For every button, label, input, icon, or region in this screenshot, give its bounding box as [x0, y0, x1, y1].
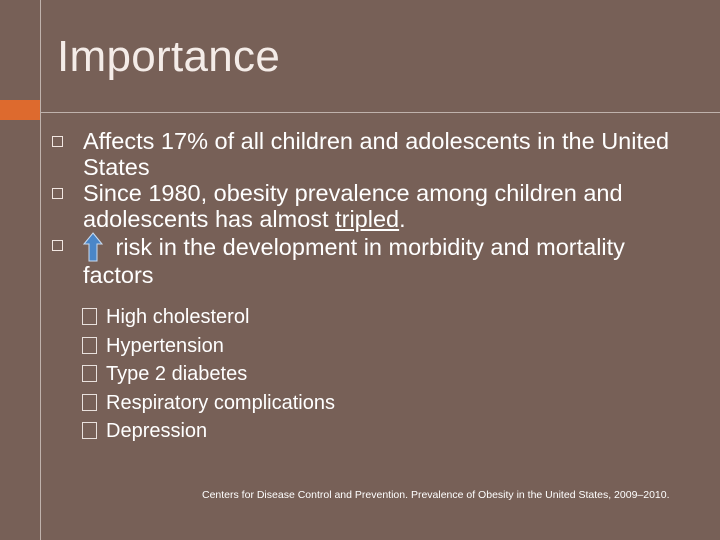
sub-bullet-icon [82, 393, 97, 411]
sub-item: Type 2 diabetes [82, 360, 335, 389]
bullet-item: risk in the development in morbidity and… [52, 232, 692, 288]
frame-horizontal-line [0, 112, 720, 113]
up-arrow-icon [83, 232, 103, 262]
bullet-list: Affects 17% of all children and adolesce… [52, 128, 692, 288]
bullet-box-icon [52, 188, 63, 199]
sub-bullet-icon [82, 365, 97, 382]
sub-bullet-icon [82, 336, 97, 354]
bullet-box-icon [52, 136, 63, 147]
sub-item-text: Type 2 diabetes [106, 363, 248, 385]
bullet-item: Affects 17% of all children and adolesce… [52, 128, 692, 180]
underlined-word: tripled [335, 206, 400, 232]
bullet-text: Affects 17% of all children and adolesce… [83, 128, 670, 180]
sub-item: Depression [82, 417, 335, 446]
sub-item-text: Hypertension [106, 334, 224, 357]
sub-bullet-icon [82, 308, 97, 325]
sub-item-text: High cholesterol [106, 306, 250, 328]
sub-item: Hypertension [82, 332, 335, 361]
sub-item: Respiratory complications [82, 389, 335, 418]
sub-list: High cholesterol Hypertension Type 2 dia… [82, 303, 335, 446]
sub-item: High cholesterol [82, 303, 335, 332]
accent-block [0, 100, 40, 120]
sub-item-text: Respiratory complications [106, 391, 335, 414]
bullet-text-end: . [399, 206, 406, 232]
slide-title: Importance [57, 32, 281, 81]
sub-bullet-icon [82, 422, 97, 439]
citation: Centers for Disease Control and Preventi… [202, 489, 670, 501]
sub-item-text: Depression [106, 420, 208, 442]
bullet-box-icon [52, 240, 63, 251]
bullet-text: Since 1980, obesity prevalence among chi… [83, 180, 623, 232]
bullet-item: Since 1980, obesity prevalence among chi… [52, 180, 692, 232]
frame-vertical-line [40, 0, 41, 540]
bullet-text: risk in the development in morbidity and… [83, 234, 625, 288]
